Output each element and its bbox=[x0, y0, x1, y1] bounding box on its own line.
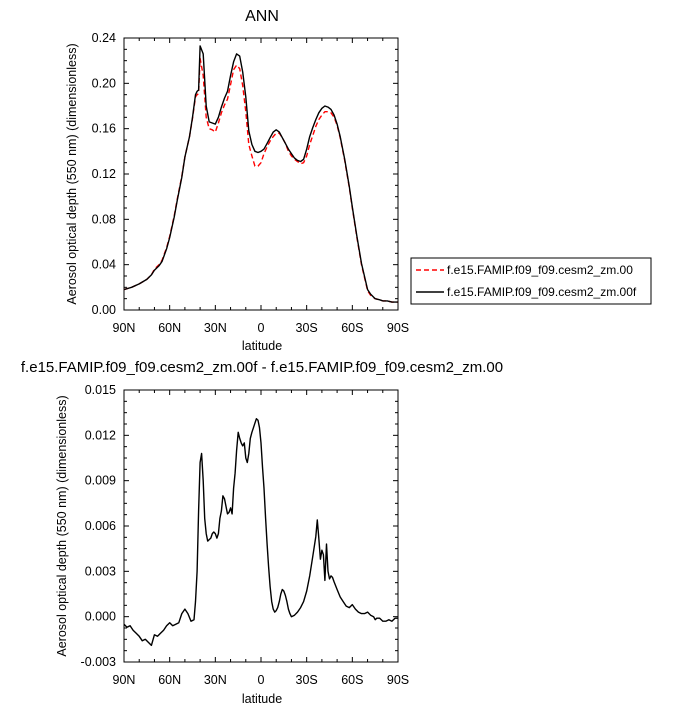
chart-panel-top: ANN 90N 60N 30N 0 30S 60S 90S 0.00 0.04 0.08 0.12 0… bbox=[65, 8, 652, 353]
x-tick-label: 60S bbox=[341, 673, 363, 687]
legend-box bbox=[410, 257, 652, 305]
series-group bbox=[123, 418, 398, 647]
series-line-solid-black bbox=[123, 418, 398, 647]
x-tick-label: 90N bbox=[113, 673, 136, 687]
y-axis-label: Aerosol optical depth (550 nm) (dimensio… bbox=[55, 395, 69, 656]
legend-entry-control: f.e15.FAMIP.f09_f09.cesm2_zm.00 bbox=[447, 263, 633, 277]
x-tick-label: 30S bbox=[296, 321, 318, 335]
tick-group: 90N 60N 30N 0 30S 60S 90S 0.00 0.04 0.08 0.12 0.16 0… bbox=[92, 31, 409, 335]
chart-title: f.e15.FAMIP.f09_f09.cesm2_zm.00f - f.e15… bbox=[21, 359, 503, 376]
series-line-solid-black bbox=[123, 45, 398, 303]
series-group bbox=[123, 45, 398, 303]
x-tick-label: 0 bbox=[258, 321, 265, 335]
x-tick-label: 60S bbox=[341, 321, 363, 335]
x-tick-label: 30S bbox=[296, 673, 318, 687]
x-tick-label: 90S bbox=[387, 673, 409, 687]
y-tick-label: 0.20 bbox=[92, 76, 116, 90]
y-tick-label: 0.12 bbox=[92, 167, 116, 181]
x-tick-label: 90N bbox=[113, 321, 136, 335]
y-tick-label: 0.015 bbox=[85, 383, 116, 397]
chart-title: ANN bbox=[245, 8, 279, 25]
series-line-dashed-red bbox=[123, 57, 398, 303]
x-tick-label: 60N bbox=[158, 673, 181, 687]
x-tick-label: 30N bbox=[204, 673, 227, 687]
plot-frame bbox=[123, 37, 399, 311]
tick-group: 90N 60N 30N 0 30S 60S 90S -0.003 0.000 0.003 0.006… bbox=[81, 383, 410, 687]
y-tick-label: 0.009 bbox=[85, 474, 116, 488]
legend-entry-test: f.e15.FAMIP.f09_f09.cesm2_zm.00f bbox=[447, 285, 637, 299]
y-tick-label: 0.04 bbox=[92, 258, 116, 272]
y-tick-label: 0.08 bbox=[92, 212, 116, 226]
y-tick-label: 0.006 bbox=[85, 519, 116, 533]
chart-panel-bottom: f.e15.FAMIP.f09_f09.cesm2_zm.00f - f.e15… bbox=[21, 359, 503, 706]
y-tick-label: 0.003 bbox=[85, 564, 116, 578]
plot-frame bbox=[123, 389, 399, 663]
y-tick-label: 0.16 bbox=[92, 122, 116, 136]
y-tick-label: 0.012 bbox=[85, 428, 116, 442]
y-tick-label: 0.000 bbox=[85, 610, 116, 624]
y-tick-label: -0.003 bbox=[81, 655, 116, 669]
x-axis-label: latitude bbox=[242, 692, 282, 706]
x-tick-label: 60N bbox=[158, 321, 181, 335]
legend: f.e15.FAMIP.f09_f09.cesm2_zm.00 f.e15.FA… bbox=[410, 257, 652, 305]
y-tick-label: 0.00 bbox=[92, 303, 116, 317]
x-tick-label: 30N bbox=[204, 321, 227, 335]
x-tick-label: 90S bbox=[387, 321, 409, 335]
y-tick-label: 0.24 bbox=[92, 31, 116, 45]
x-tick-label: 0 bbox=[258, 673, 265, 687]
y-axis-label: Aerosol optical depth (550 nm) (dimensio… bbox=[65, 43, 79, 304]
x-axis-label: latitude bbox=[242, 339, 282, 353]
